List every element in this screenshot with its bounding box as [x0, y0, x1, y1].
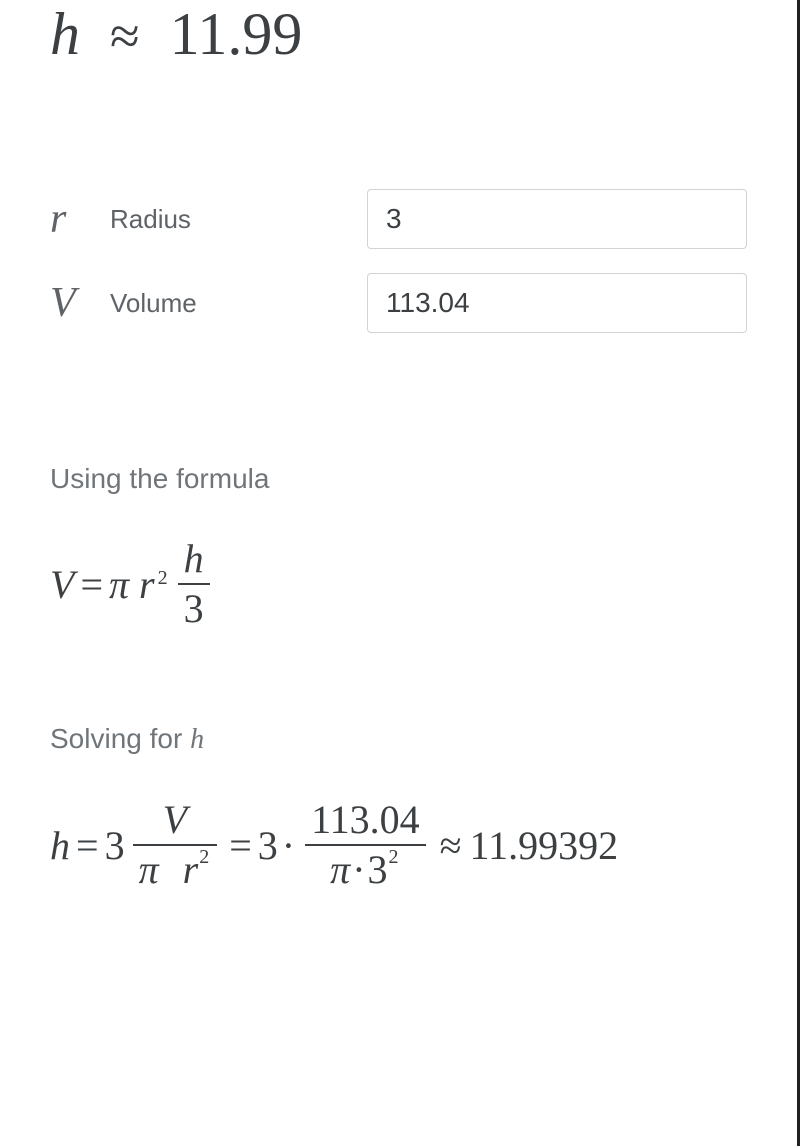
volume-input[interactable]	[367, 273, 747, 333]
coeff-1: 3	[105, 822, 125, 869]
radius-symbol: r	[50, 195, 110, 243]
solving-heading-var: h	[190, 724, 204, 755]
frac1-num: V	[157, 796, 193, 844]
volume-row: V Volume	[50, 273, 747, 333]
frac-numeric: 113.04 π·32	[305, 796, 426, 894]
result-value: 11.99	[170, 0, 303, 69]
radius-label: Radius	[110, 204, 367, 235]
result-variable: h	[50, 0, 80, 69]
pi-symbol: π	[109, 561, 129, 608]
formula-fraction: h 3	[178, 535, 210, 633]
coeff-2: 3	[258, 822, 278, 869]
approx-symbol: ≈	[110, 5, 140, 67]
equals-sign: =	[76, 822, 99, 869]
approx-symbol: ≈	[440, 822, 462, 869]
r-exponent: 2	[158, 567, 168, 590]
frac1-den: π r2	[133, 846, 218, 894]
dot-symbol: ·	[282, 822, 295, 869]
solving-heading-prefix: Solving for	[50, 723, 190, 754]
solving-heading: Solving for h	[50, 723, 747, 756]
formula-equation: V = π r 2 h 3	[50, 535, 747, 633]
input-section: r Radius V Volume	[50, 189, 747, 333]
solving-lhs: h	[50, 822, 70, 869]
radius-row: r Radius	[50, 189, 747, 249]
radius-input[interactable]	[367, 189, 747, 249]
frac2-den: π·32	[324, 846, 406, 894]
formula-heading: Using the formula	[50, 463, 747, 495]
r-variable: r	[139, 561, 155, 608]
equals-sign: =	[229, 822, 252, 869]
frac2-num: 113.04	[305, 796, 426, 844]
fraction-numerator: h	[178, 535, 210, 583]
formula-lhs: V	[50, 561, 74, 608]
solving-equation: h = 3 V π r2 = 3 · 113.04 π·32 ≈ 11.9939…	[50, 796, 747, 894]
volume-symbol: V	[50, 279, 110, 327]
equals-sign: =	[80, 561, 103, 608]
solving-result: 11.99392	[470, 822, 619, 869]
volume-label: Volume	[110, 288, 367, 319]
frac-symbolic: V π r2	[133, 796, 218, 894]
result-line: h ≈ 11.99	[50, 0, 747, 69]
fraction-denominator: 3	[178, 585, 210, 633]
